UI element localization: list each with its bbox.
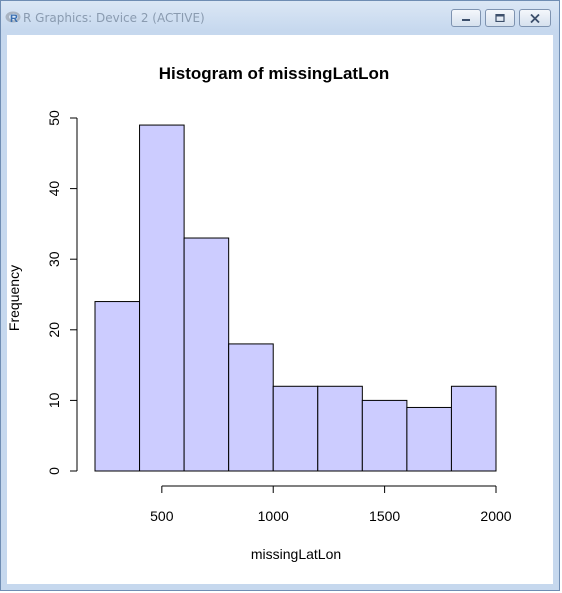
plot-area: Histogram of missingLatLon 0 10 20 30 40 50 5… (6, 35, 553, 584)
histogram-bars (94, 124, 497, 472)
histogram-bar-2 (139, 124, 185, 472)
histogram-bar-7 (361, 399, 408, 472)
histogram-bar-4 (228, 343, 274, 472)
y-axis: 0 10 20 30 40 50 (46, 110, 78, 475)
y-axis-label: Frequency (7, 265, 22, 331)
r-app-icon: R (5, 11, 21, 24)
x-tick-label-1000: 1000 (258, 508, 289, 524)
y-tick-label-40: 40 (46, 181, 62, 197)
y-tick-label-0: 0 (46, 467, 62, 475)
y-tick-label-20: 20 (46, 322, 62, 338)
window-title: R Graphics: Device 2 (ACTIVE) (23, 11, 205, 25)
close-icon (530, 13, 540, 23)
histogram-chart: Histogram of missingLatLon 0 10 20 30 40 50 5… (6, 64, 512, 562)
x-tick-label-2000: 2000 (480, 508, 511, 524)
close-button[interactable] (519, 9, 551, 27)
histogram-bar-5 (272, 385, 319, 472)
y-tick-label-50: 50 (46, 110, 62, 126)
histogram-bar-1 (94, 301, 141, 472)
y-tick-label-30: 30 (46, 251, 62, 267)
x-tick-label-500: 500 (150, 508, 174, 524)
maximize-icon (495, 14, 505, 22)
histogram-bar-8 (406, 406, 452, 472)
maximize-button[interactable] (485, 9, 515, 27)
svg-text:R: R (10, 13, 18, 24)
histogram-bar-6 (317, 385, 363, 472)
x-axis: 500 1000 1500 2000 (150, 485, 512, 524)
minimize-icon (462, 19, 470, 21)
x-axis-label: missingLatLon (251, 546, 341, 562)
histogram-bar-3 (183, 237, 230, 472)
chart-title: Histogram of missingLatLon (159, 64, 389, 83)
x-tick-label-1500: 1500 (369, 508, 400, 524)
histogram-bar-9 (450, 385, 497, 472)
minimize-button[interactable] (451, 9, 481, 27)
title-bar[interactable]: R R Graphics: Device 2 (ACTIVE) (1, 1, 559, 35)
y-tick-label-10: 10 (46, 392, 62, 408)
